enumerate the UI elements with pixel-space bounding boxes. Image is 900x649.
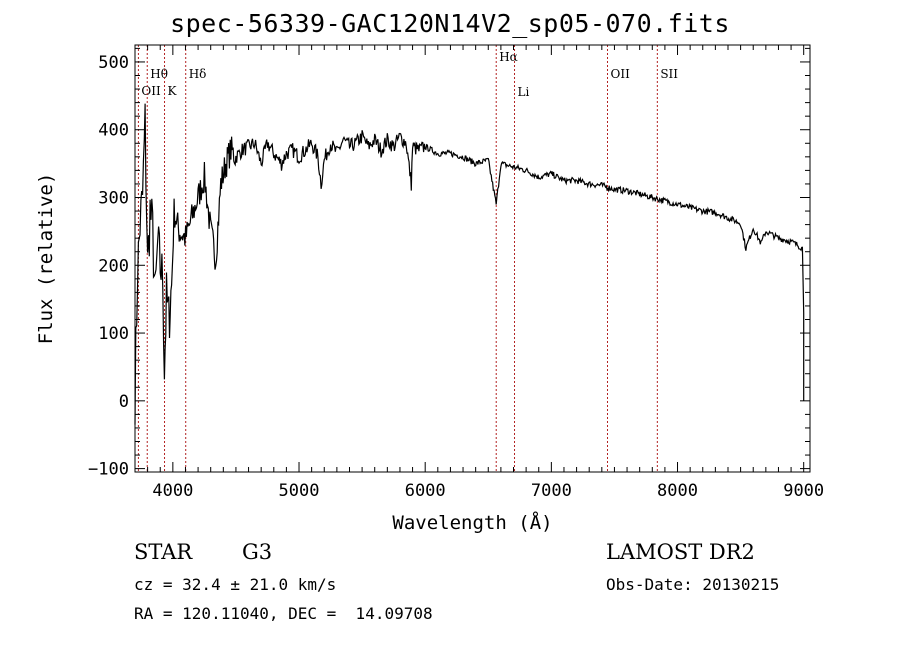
y-tick-label: 200	[98, 256, 129, 276]
x-tick-label: 5000	[279, 481, 320, 501]
spectrum-line	[134, 103, 805, 425]
y-tick-label: 300	[98, 189, 129, 209]
marker-label: Hθ	[150, 67, 168, 81]
marker-label: OII	[141, 84, 161, 98]
x-tick-label: 4000	[152, 481, 193, 501]
y-tick-label: 400	[98, 121, 129, 141]
x-tick-label: 8000	[657, 481, 698, 501]
x-tick-label: 9000	[783, 481, 824, 501]
axes: 4000 5000 6000 7000 8000 9000 −100 0 100 200 300 40…	[88, 45, 824, 501]
survey-name: LAMOST DR2	[606, 540, 755, 564]
x-axis-label: Wavelength (Å)	[392, 511, 552, 534]
radec-text: RA = 120.11040, DEC = 14.09708	[134, 604, 433, 623]
redshift-text: cz = 32.4 ± 21.0 km/s	[134, 575, 337, 594]
marker-label: SII	[660, 67, 678, 81]
y-tick-label: 100	[98, 324, 129, 344]
object-subclass: G3	[242, 540, 273, 564]
marker-label: OII	[611, 67, 631, 81]
object-class: STAR	[134, 540, 193, 564]
x-tick-label: 6000	[405, 481, 446, 501]
marker-label: Hα	[499, 50, 518, 64]
y-axis-label: Flux (relative)	[35, 173, 57, 345]
marker-label: Li	[518, 85, 530, 99]
line-markers: OII HθK Hδ Hα Li OII SII	[137, 45, 678, 472]
obs-date: Obs-Date: 20130215	[606, 575, 780, 594]
marker-label: K	[168, 84, 178, 98]
y-tick-label: 0	[119, 392, 129, 412]
y-tick-label: 500	[98, 53, 129, 73]
plot-frame	[134, 44, 811, 473]
marker-label: Hδ	[189, 67, 207, 81]
chart-title: spec-56339-GAC120N14V2_sp05-070.fits	[170, 9, 730, 38]
x-tick-label: 7000	[531, 481, 572, 501]
y-tick-label: −100	[88, 460, 129, 480]
